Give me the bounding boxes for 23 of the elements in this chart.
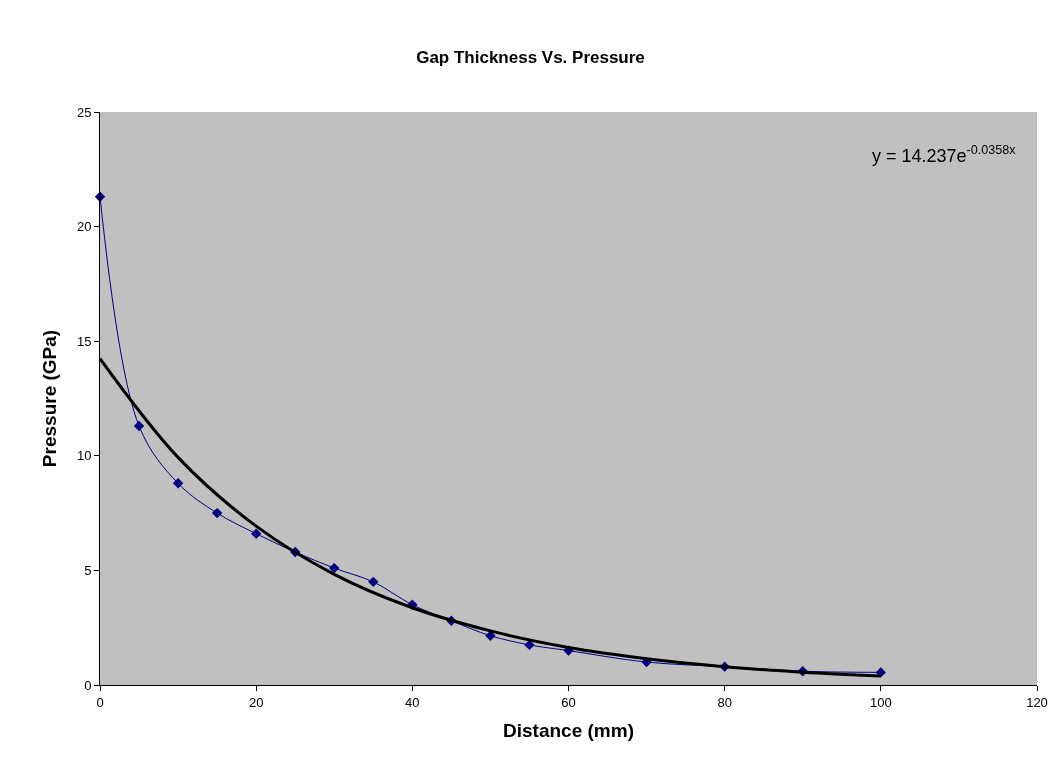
x-tick-label: 120 <box>1026 694 1048 710</box>
x-axis-title: Distance (mm) <box>503 720 634 742</box>
chart-title: Gap Thickness Vs. Pressure <box>416 47 645 67</box>
y-axis-title: Pressure (GPa) <box>38 329 60 468</box>
point <box>133 420 145 432</box>
y-tick-label: 5 <box>84 562 92 578</box>
point <box>250 528 262 539</box>
y-tick-label: 10 <box>76 448 92 464</box>
x-tick-label: 20 <box>248 694 264 710</box>
y-tick-label: 15 <box>76 333 92 349</box>
y-tick-label: 25 <box>76 104 92 120</box>
y-tick-label: 20 <box>76 219 92 235</box>
x-tick-label: 60 <box>561 694 576 710</box>
point <box>172 478 184 489</box>
x-tick-label: 80 <box>717 694 732 710</box>
annotation: y = 14.237e$^{-0.0358x}$ <box>872 143 1017 166</box>
point <box>329 562 340 574</box>
x-tick-label: 40 <box>405 694 420 710</box>
point <box>368 576 379 588</box>
x-tick-label: 0 <box>96 694 104 710</box>
y-tick-label: 0 <box>84 677 92 693</box>
point <box>211 507 223 519</box>
x-tick-label: 100 <box>869 694 892 710</box>
